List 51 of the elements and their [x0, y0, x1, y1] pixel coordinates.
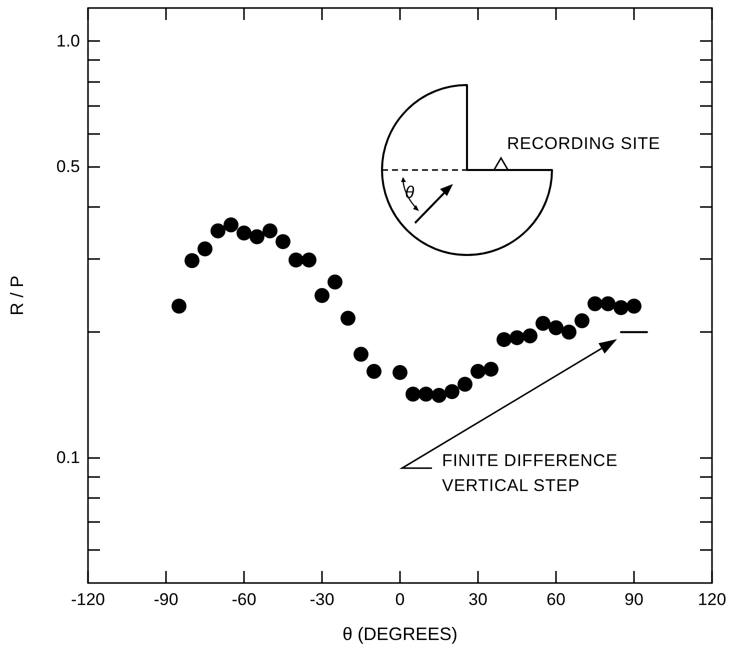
y-tick-label: 1.0: [56, 31, 80, 50]
point: [198, 241, 212, 256]
point: [588, 296, 602, 312]
point: [548, 320, 564, 336]
y-tick-label: 0.1: [56, 448, 80, 468]
point: [184, 253, 200, 268]
point: [354, 346, 368, 362]
point: [562, 324, 576, 340]
point: [210, 223, 226, 238]
x-axis-title: θ (DEGREES): [342, 624, 458, 644]
point: [458, 376, 472, 392]
annotation: FINITE DIFFERENCE VERTICAL STEP: [442, 450, 619, 498]
point: [574, 313, 590, 328]
x-tick-label: -120: [70, 590, 106, 609]
point: [444, 384, 460, 400]
x-tick-label: -30: [310, 590, 334, 609]
point: [522, 328, 538, 344]
point: [600, 296, 616, 312]
point: [418, 386, 434, 402]
point: [484, 362, 498, 377]
point: [496, 332, 512, 348]
x-tick-label: 0: [395, 590, 405, 609]
x-tick-label: 30: [468, 590, 488, 609]
point: [302, 252, 316, 268]
x-tick-label: 60: [546, 590, 566, 609]
y-axis-title: R / P: [7, 275, 27, 316]
x-tick-label: 120: [698, 590, 726, 609]
x-tick-label: -60: [232, 590, 256, 609]
point: [328, 274, 342, 290]
point: [236, 226, 252, 241]
point: [432, 388, 446, 403]
point: [288, 252, 304, 268]
point: [172, 298, 186, 314]
point: [470, 364, 486, 379]
point: [366, 364, 382, 379]
point: [614, 300, 628, 316]
point: [262, 223, 278, 238]
point: [406, 386, 420, 402]
point: [392, 365, 408, 380]
x-tick-label: -90: [154, 590, 178, 609]
point: [276, 234, 290, 250]
point: [510, 330, 524, 346]
point: [626, 298, 642, 314]
point: [536, 316, 550, 331]
point: [314, 288, 330, 303]
point: [340, 310, 356, 326]
annotation: RECORDING SITE: [507, 134, 660, 154]
y-tick-label: 0.5: [56, 156, 80, 176]
point: [224, 217, 238, 232]
point: [250, 229, 264, 244]
x-tick-label: 90: [624, 590, 644, 609]
